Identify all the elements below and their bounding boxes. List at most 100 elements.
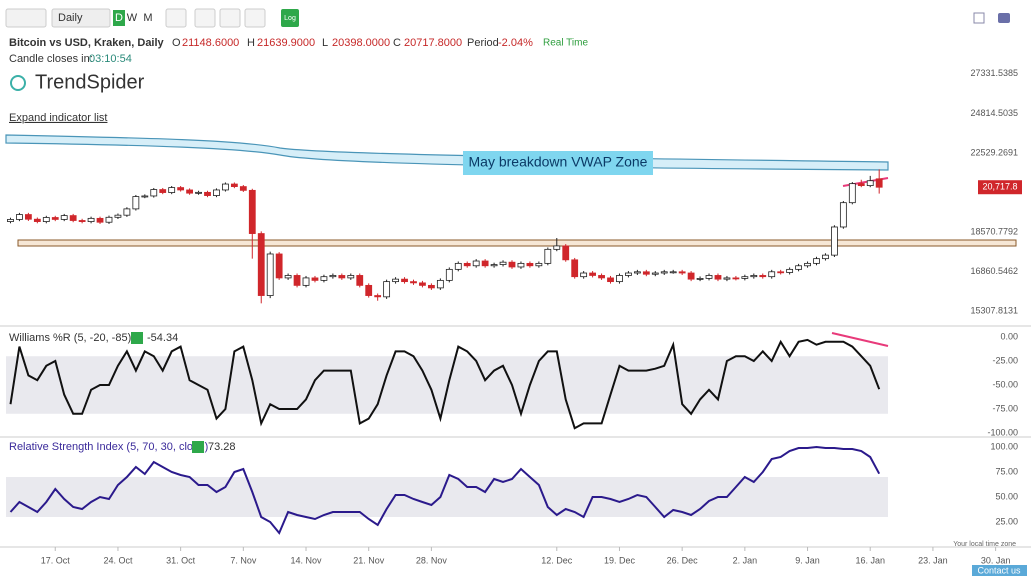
candle-body [293, 275, 301, 286]
indicator-band [6, 477, 888, 517]
x-tick-label: 19. Dec [604, 555, 636, 565]
candle-body [687, 272, 695, 280]
d-label: D [115, 12, 123, 24]
candle-body [490, 264, 498, 267]
candle-body [696, 278, 704, 280]
y-tick-label: 25.00 [995, 516, 1018, 526]
candle-body [114, 214, 122, 218]
candle-body [813, 258, 820, 264]
candle-body [275, 253, 283, 279]
candle-body [848, 183, 856, 204]
candle-body [723, 277, 731, 280]
candle-body [248, 189, 256, 234]
candle-body [222, 183, 229, 191]
y-tick-label: -25.00 [992, 355, 1018, 365]
camera-icon[interactable] [998, 13, 1010, 23]
candle-body [87, 217, 95, 222]
m-label[interactable]: M [143, 12, 152, 24]
candle-body [302, 277, 310, 286]
candle-body [714, 275, 722, 280]
x-tick-label: 31. Oct [166, 555, 196, 565]
y-tick-label: 15307.8131 [970, 305, 1018, 315]
candle-body [553, 245, 561, 250]
candle-body [750, 275, 758, 278]
contact: Contact us [977, 565, 1021, 575]
indicator-line [9, 445, 881, 535]
settings-button[interactable] [165, 8, 187, 28]
candle-body [526, 262, 534, 267]
candle-body [365, 284, 373, 296]
candle-body [481, 260, 489, 267]
timezone: Your local time zone [953, 541, 1016, 548]
candle-body [607, 277, 614, 283]
rsi-title: Relative Strength Index (5, 70, 30, clos… [9, 441, 208, 453]
y-tick-label: 50.00 [995, 491, 1018, 501]
x-tick-label: 17. Oct [41, 555, 71, 565]
candle-body [168, 187, 176, 193]
candle-body [777, 271, 785, 274]
candle-body [7, 219, 14, 222]
candle-body [150, 189, 158, 197]
candle-body [571, 259, 579, 278]
candle-body [177, 187, 185, 191]
clock-button[interactable] [219, 8, 241, 28]
l-value: 20398.0000 [332, 37, 390, 49]
candle-body [741, 276, 749, 279]
candle-body [535, 262, 543, 267]
candle-body [463, 262, 471, 267]
candle-body [257, 233, 265, 296]
candle-body [759, 275, 767, 278]
candle-body [195, 191, 202, 194]
candle-body [78, 220, 86, 222]
y-tick-label: 75.00 [995, 466, 1018, 476]
candle-body [141, 195, 149, 198]
candle-body [392, 278, 399, 283]
candle-body [857, 183, 865, 187]
logo-icon [10, 75, 26, 91]
x-tick-label: 26. Dec [667, 555, 699, 565]
y-tick-label: 0.00 [1000, 331, 1018, 341]
candle-body [839, 202, 847, 228]
realtime: Real Time [543, 38, 588, 49]
interval-select[interactable] [51, 8, 111, 28]
candle-body [383, 281, 391, 298]
rsi-last: 73.28 [208, 441, 236, 453]
candle-body [454, 262, 462, 270]
contact-button[interactable] [972, 565, 1027, 576]
candle-body [204, 191, 211, 196]
fullscreen-icon[interactable] [973, 12, 985, 24]
indicator-button[interactable] [194, 8, 216, 28]
candle-body [24, 214, 32, 220]
candle-body [338, 275, 346, 279]
symbol-title: Bitcoin vs USD, Kraken, Daily [9, 37, 165, 49]
interval: Daily [58, 12, 83, 24]
h-label: H [247, 37, 255, 49]
candle-body [356, 275, 364, 286]
log-button[interactable] [281, 9, 299, 27]
candle-body [633, 271, 641, 274]
candle-body [16, 214, 23, 220]
candle-body [669, 271, 677, 274]
candle-body [159, 189, 167, 193]
candle-body [616, 275, 623, 283]
williams-title: Williams %R (5, -20, -85) [9, 332, 131, 344]
logo: TrendSpider [35, 71, 145, 93]
x-tick-label: 2. Jan [733, 555, 758, 565]
period-label: Period [467, 37, 499, 49]
y-tick-label: 24814.5035 [970, 108, 1018, 118]
y-tick-label: -75.00 [992, 403, 1018, 413]
candle-body [419, 282, 426, 286]
chart-type-button[interactable] [5, 8, 47, 28]
candle-body [589, 272, 597, 276]
expand-link[interactable]: Expand indicator list [9, 112, 107, 124]
candle-body [374, 295, 382, 298]
candle-body [562, 245, 570, 261]
d-button[interactable] [113, 10, 125, 26]
draw-button[interactable] [244, 8, 266, 28]
indicator-badge [192, 441, 204, 453]
o-value: 21148.6000 [182, 37, 239, 49]
closes-label: Candle closes in: [9, 53, 93, 65]
candle-body [33, 218, 41, 222]
w-label[interactable]: W [127, 12, 138, 24]
